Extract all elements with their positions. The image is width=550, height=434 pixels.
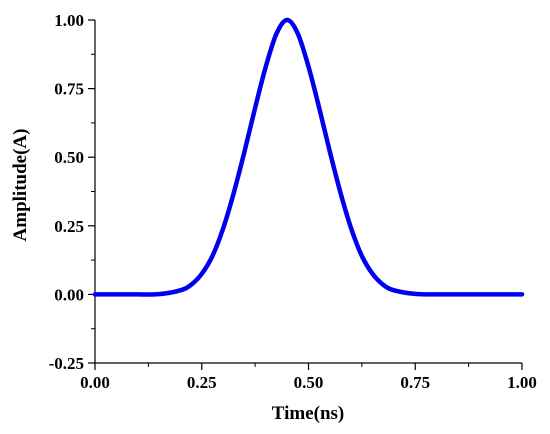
y-axis-label: Amplitude(A) [10, 129, 31, 242]
x-tick-label-3: 0.75 [400, 373, 430, 392]
y-tick-label-0: -0.25 [49, 354, 84, 373]
tick-marks [88, 19, 523, 370]
y-tick-label-3: 0.50 [54, 148, 84, 167]
x-tick-label-0: 0.00 [80, 373, 110, 392]
x-tick-label-2: 0.50 [294, 373, 324, 392]
tick-labels: 0.00 0.25 0.50 0.75 1.00-0.250.000.250.500.7… [49, 11, 537, 392]
series-layer [92, 17, 525, 297]
x-tick-label-4: 1.00 [507, 373, 537, 392]
y-tick-label-2: 0.25 [54, 217, 84, 236]
y-tick-label-4: 0.75 [54, 80, 84, 99]
series-line-0 [92, 17, 525, 297]
y-tick-label-1: 0.00 [54, 285, 84, 304]
y-tick-label-5: 1.00 [54, 11, 84, 30]
x-axis-label: Time(ns) [272, 403, 344, 424]
x-tick-label-1: 0.25 [187, 373, 217, 392]
